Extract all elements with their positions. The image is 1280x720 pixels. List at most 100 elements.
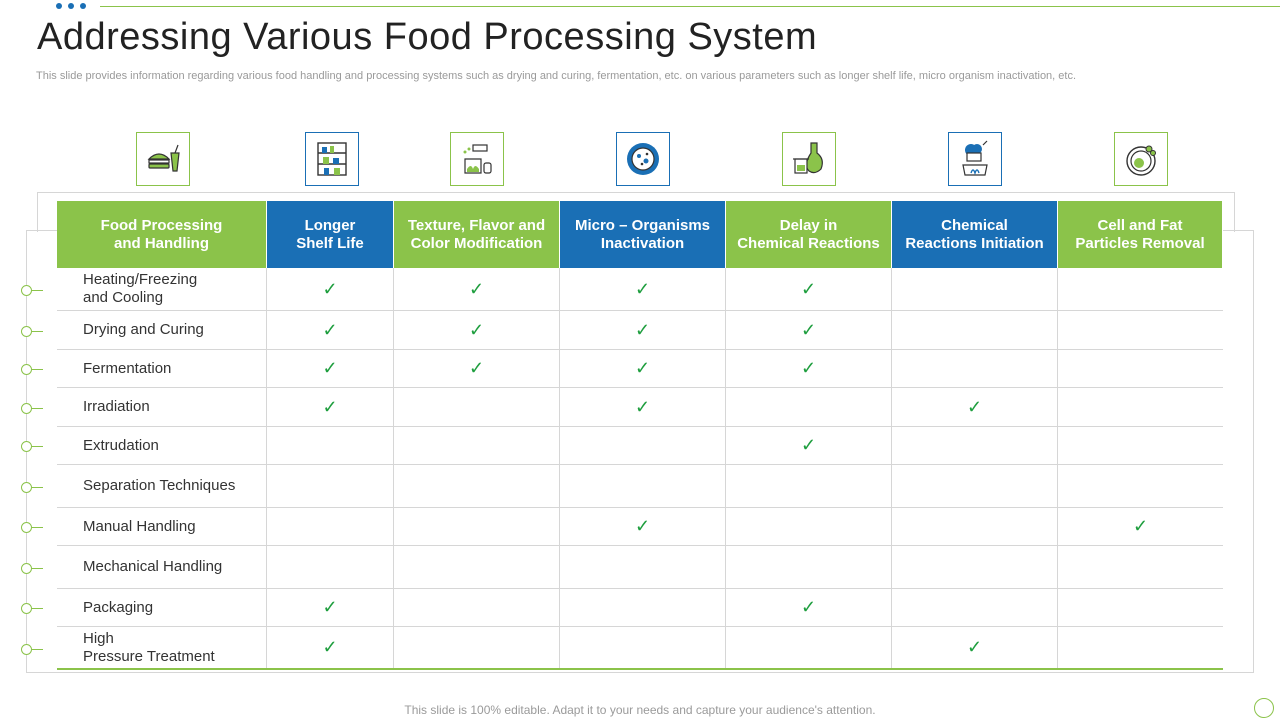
check-mark-icon: ✓ bbox=[560, 311, 726, 349]
check-mark-icon: ✓ bbox=[892, 627, 1058, 668]
check-mark-icon: ✓ bbox=[726, 427, 892, 464]
table-row: Manual Handling ✓ ✓ bbox=[57, 508, 1223, 546]
empty-cell bbox=[892, 508, 1058, 545]
empty-cell bbox=[726, 546, 892, 588]
table-row: Fermentation ✓ ✓ ✓ ✓ bbox=[57, 350, 1223, 388]
empty-cell bbox=[394, 388, 560, 426]
row-label: Separation Techniques bbox=[57, 465, 267, 507]
empty-cell bbox=[1058, 268, 1223, 310]
row-bullet-icon bbox=[21, 522, 43, 533]
empty-cell bbox=[1058, 388, 1223, 426]
check-mark-icon: ✓ bbox=[267, 350, 394, 387]
empty-cell bbox=[560, 589, 726, 626]
column-header-particles-removal: Cell and Fat Particles Removal bbox=[1058, 201, 1223, 268]
table-row: Irradiation ✓ ✓ ✓ bbox=[57, 388, 1223, 427]
page-title: Addressing Various Food Processing Syste… bbox=[37, 16, 818, 58]
row-label: Drying and Curing bbox=[57, 311, 267, 349]
empty-cell bbox=[394, 627, 560, 668]
column-header-delay-reactions: Delay in Chemical Reactions bbox=[726, 201, 892, 268]
table-body: Heating/Freezing and Cooling ✓ ✓ ✓ ✓ Drying a… bbox=[57, 268, 1223, 670]
row-bullet-icon bbox=[21, 603, 43, 614]
row-bullet-icon bbox=[21, 481, 43, 493]
table-row: Heating/Freezing and Cooling ✓ ✓ ✓ ✓ bbox=[57, 268, 1223, 311]
empty-cell bbox=[560, 427, 726, 464]
column-icons-row bbox=[57, 132, 1223, 186]
row-bullet-icon bbox=[21, 441, 43, 452]
check-mark-icon: ✓ bbox=[267, 627, 394, 668]
check-mark-icon: ✓ bbox=[267, 311, 394, 349]
empty-cell bbox=[394, 465, 560, 507]
check-mark-icon: ✓ bbox=[726, 311, 892, 349]
table-row: Drying and Curing ✓ ✓ ✓ ✓ bbox=[57, 311, 1223, 350]
microorganism-petri-icon bbox=[616, 132, 670, 186]
row-label: Fermentation bbox=[57, 350, 267, 387]
column-header-texture-flavor: Texture, Flavor and Color Modification bbox=[394, 201, 560, 268]
empty-cell bbox=[1058, 350, 1223, 387]
row-bullet-icon bbox=[21, 402, 43, 414]
row-label: High Pressure Treatment bbox=[57, 627, 267, 668]
table-row: Packaging ✓ ✓ bbox=[57, 589, 1223, 627]
check-mark-icon: ✓ bbox=[394, 350, 560, 387]
empty-cell bbox=[726, 388, 892, 426]
empty-cell bbox=[267, 465, 394, 507]
check-mark-icon: ✓ bbox=[560, 268, 726, 310]
check-mark-icon: ✓ bbox=[394, 311, 560, 349]
corner-circle-decoration bbox=[1254, 698, 1274, 718]
empty-cell bbox=[892, 311, 1058, 349]
check-mark-icon: ✓ bbox=[560, 388, 726, 426]
table-header-row: Food Processing and Handling Longer Shel… bbox=[57, 201, 1223, 268]
empty-cell bbox=[892, 350, 1058, 387]
empty-cell bbox=[892, 268, 1058, 310]
empty-cell bbox=[560, 546, 726, 588]
check-mark-icon: ✓ bbox=[267, 589, 394, 626]
table-row: Extrudation ✓ bbox=[57, 427, 1223, 465]
empty-cell bbox=[394, 427, 560, 464]
row-label: Mechanical Handling bbox=[57, 546, 267, 588]
row-label: Packaging bbox=[57, 589, 267, 626]
row-label: Irradiation bbox=[57, 388, 267, 426]
check-mark-icon: ✓ bbox=[726, 589, 892, 626]
check-mark-icon: ✓ bbox=[560, 350, 726, 387]
column-header-food-processing: Food Processing and Handling bbox=[57, 201, 267, 268]
empty-cell bbox=[1058, 589, 1223, 626]
footer-note: This slide is 100% editable. Adapt it to… bbox=[404, 703, 876, 717]
empty-cell bbox=[892, 589, 1058, 626]
empty-cell bbox=[394, 508, 560, 545]
check-mark-icon: ✓ bbox=[726, 268, 892, 310]
cell-particle-icon bbox=[1114, 132, 1168, 186]
empty-cell bbox=[560, 465, 726, 507]
empty-cell bbox=[267, 427, 394, 464]
row-label: Heating/Freezing and Cooling bbox=[57, 268, 267, 310]
column-header-micro-organisms: Micro – Organisms Inactivation bbox=[560, 201, 726, 268]
check-mark-icon: ✓ bbox=[726, 350, 892, 387]
row-bullet-icon bbox=[21, 284, 43, 296]
check-mark-icon: ✓ bbox=[560, 508, 726, 545]
table-row: High Pressure Treatment ✓ ✓ bbox=[57, 627, 1223, 670]
empty-cell bbox=[1058, 427, 1223, 464]
empty-cell bbox=[267, 546, 394, 588]
spray-bottle-icon bbox=[450, 132, 504, 186]
burger-meal-icon bbox=[136, 132, 190, 186]
check-mark-icon: ✓ bbox=[267, 268, 394, 310]
empty-cell bbox=[1058, 311, 1223, 349]
row-bullet-icon bbox=[21, 643, 43, 655]
row-label: Extrudation bbox=[57, 427, 267, 464]
column-header-longer-shelf-life: Longer Shelf Life bbox=[267, 201, 394, 268]
row-bullet-icon bbox=[21, 562, 43, 574]
empty-cell bbox=[892, 465, 1058, 507]
chef-cooking-icon bbox=[948, 132, 1002, 186]
processing-comparison-table: Food Processing and Handling Longer Shel… bbox=[57, 201, 1223, 670]
row-label: Manual Handling bbox=[57, 508, 267, 545]
top-divider-line bbox=[100, 6, 1280, 7]
chemistry-flask-icon bbox=[782, 132, 836, 186]
page-subtitle: This slide provides information regardin… bbox=[36, 70, 1077, 82]
check-mark-icon: ✓ bbox=[1132, 516, 1149, 536]
empty-cell bbox=[394, 589, 560, 626]
shelf-rack-icon bbox=[305, 132, 359, 186]
slide-dots-decoration bbox=[56, 3, 86, 9]
check-mark-icon: ✓ bbox=[267, 388, 394, 426]
check-mark-icon: ✓ bbox=[892, 388, 1058, 426]
empty-cell bbox=[892, 427, 1058, 464]
table-row: Separation Techniques bbox=[57, 465, 1223, 508]
table-back-frame bbox=[37, 192, 1235, 232]
